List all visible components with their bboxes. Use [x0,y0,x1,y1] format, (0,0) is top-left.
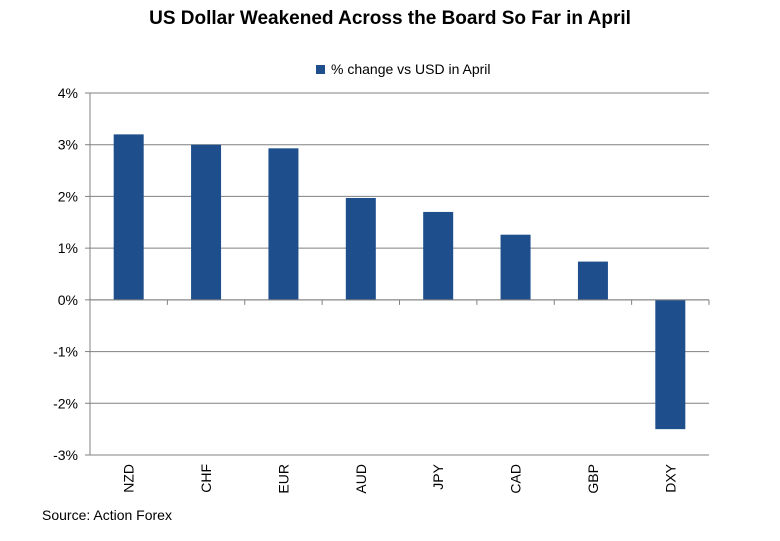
x-tick-label-jpy: JPY [430,463,446,489]
bar-eur [268,148,299,300]
x-tick-label-nzd: NZD [121,464,137,493]
chart-title: US Dollar Weakened Across the Board So F… [149,8,631,29]
y-tick-label: -2% [53,395,78,411]
x-tick-label-gbp: GBP [585,464,601,494]
x-tick-label-dxy: DXY [662,463,678,492]
y-tick-label: 1% [58,240,78,256]
bar-aud [345,197,376,300]
y-tick-label: 0% [58,292,78,308]
legend-swatch [316,64,325,74]
y-tick-label: -3% [53,447,78,463]
legend: % change vs USD in April [316,61,491,77]
x-tick-label-eur: EUR [275,464,291,494]
x-tick-label-cad: CAD [508,464,524,494]
bar-dxy [655,299,686,430]
legend-label: % change vs USD in April [331,61,491,77]
bar-gbp [577,261,608,300]
bar-jpy [423,211,454,300]
y-tick-label: 2% [58,188,78,204]
bar-nzd [113,134,144,300]
y-tick-label: 4% [58,85,78,101]
x-tick-label-chf: CHF [198,464,214,493]
y-tick-label: 3% [58,137,78,153]
bar-cad [500,234,531,300]
x-tick-label-aud: AUD [353,464,369,494]
source-note: Source: Action Forex [42,507,172,523]
bar-chf [191,144,222,300]
y-tick-label: -1% [53,344,78,360]
